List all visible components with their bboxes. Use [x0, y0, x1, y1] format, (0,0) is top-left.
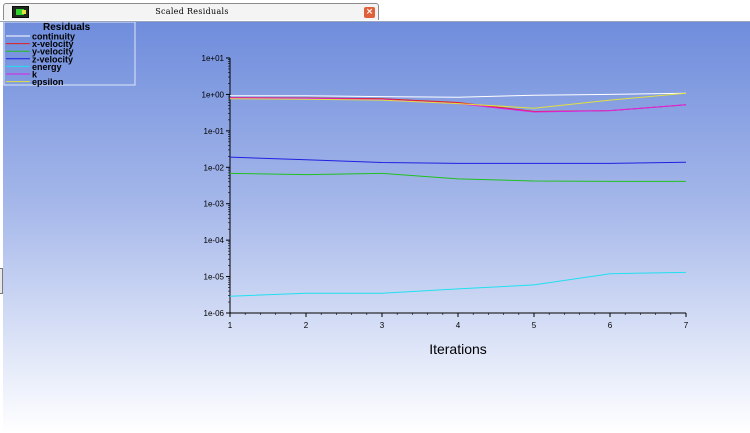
- x-tick-label: 7: [684, 321, 689, 330]
- series-line-continuity: [230, 92, 687, 98]
- y-tick-label: 1e-02: [204, 163, 225, 172]
- legend-title: Residuals: [43, 22, 91, 33]
- series-line-energy: [229, 271, 687, 297]
- series-line-y-velocity: [229, 172, 686, 182]
- graphics-area: 1e+01 1e+00 1e-01 1e-02 1e-03 1e-04 1e-05 1e-06…: [3, 22, 750, 433]
- legend-label-continuity: continuity: [32, 32, 75, 42]
- series-line-k: [229, 97, 687, 113]
- y-tick-label: 1e-03: [204, 200, 225, 209]
- y-tick-label: 1e-06: [204, 309, 225, 318]
- legend-label-energy: energy: [32, 62, 62, 72]
- x-tick-label: 4: [456, 321, 461, 330]
- series-line-z-velocity: [229, 156, 687, 164]
- y-tick-label: 1e+00: [202, 90, 225, 99]
- legend-label-epsilon: epsilon: [32, 77, 64, 87]
- x-tick-label: 5: [532, 321, 537, 330]
- panel-resize-handle[interactable]: [0, 268, 3, 294]
- x-axis-label: Iterations: [429, 341, 487, 357]
- legend-label-k: k: [32, 70, 38, 80]
- x-tick-label: 6: [608, 321, 613, 330]
- legend-label-z-velocity: z-velocity: [32, 54, 73, 64]
- close-icon[interactable]: ×: [364, 7, 375, 18]
- legend-box: [3, 22, 136, 86]
- y-tick-label: 1e-05: [204, 273, 225, 282]
- x-tick-label: 2: [304, 321, 309, 330]
- y-tick-label: 1e-01: [204, 127, 225, 136]
- y-tick-label: 1e-04: [204, 236, 225, 245]
- tab-scaled-residuals[interactable]: Scaled Residuals ×: [3, 3, 379, 20]
- residuals-chart: 1e+01 1e+00 1e-01 1e-02 1e-03 1e-04 1e-05 1e-06…: [3, 22, 689, 357]
- x-tick-label: 3: [380, 321, 385, 330]
- tab-bar: Scaled Residuals ×: [0, 0, 750, 22]
- x-tick-label: 1: [228, 321, 233, 330]
- legend-label-y-velocity: y-velocity: [32, 47, 74, 57]
- series-line-epsilon: [229, 92, 687, 109]
- graphics-window-icon: [12, 6, 29, 18]
- tab-title: Scaled Residuals: [155, 7, 229, 16]
- legend-label-x-velocity: x-velocity: [32, 39, 74, 49]
- y-tick-label: 1e+01: [202, 54, 225, 63]
